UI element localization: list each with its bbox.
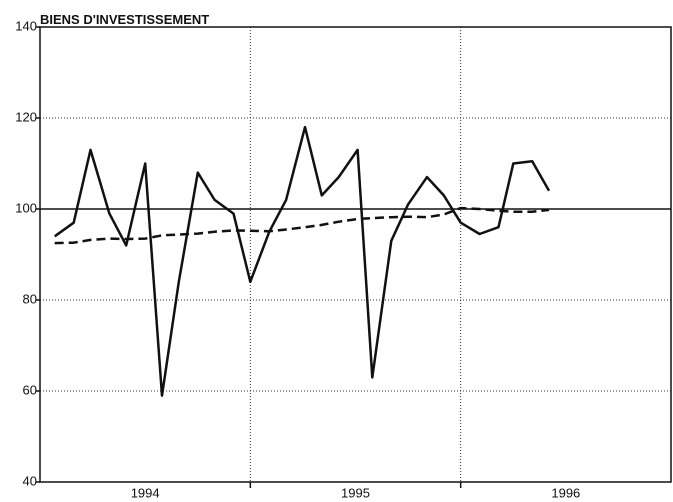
chart-title: BIENS D'INVESTISSEMENT (40, 12, 209, 27)
y-tick-label: 60 (23, 382, 37, 397)
y-tick-label: 100 (15, 200, 37, 215)
x-tick-label: 1995 (341, 485, 370, 500)
x-tick-label: 1996 (551, 485, 580, 500)
data-line (53, 125, 551, 397)
data-line (54, 206, 550, 245)
y-tick-label: 80 (23, 291, 37, 306)
y-tick-label: 40 (23, 473, 37, 488)
plot-frame (39, 26, 672, 483)
y-tick-label: 140 (15, 18, 37, 33)
x-tick-label: 1994 (131, 485, 160, 500)
y-tick-label: 120 (15, 109, 37, 124)
